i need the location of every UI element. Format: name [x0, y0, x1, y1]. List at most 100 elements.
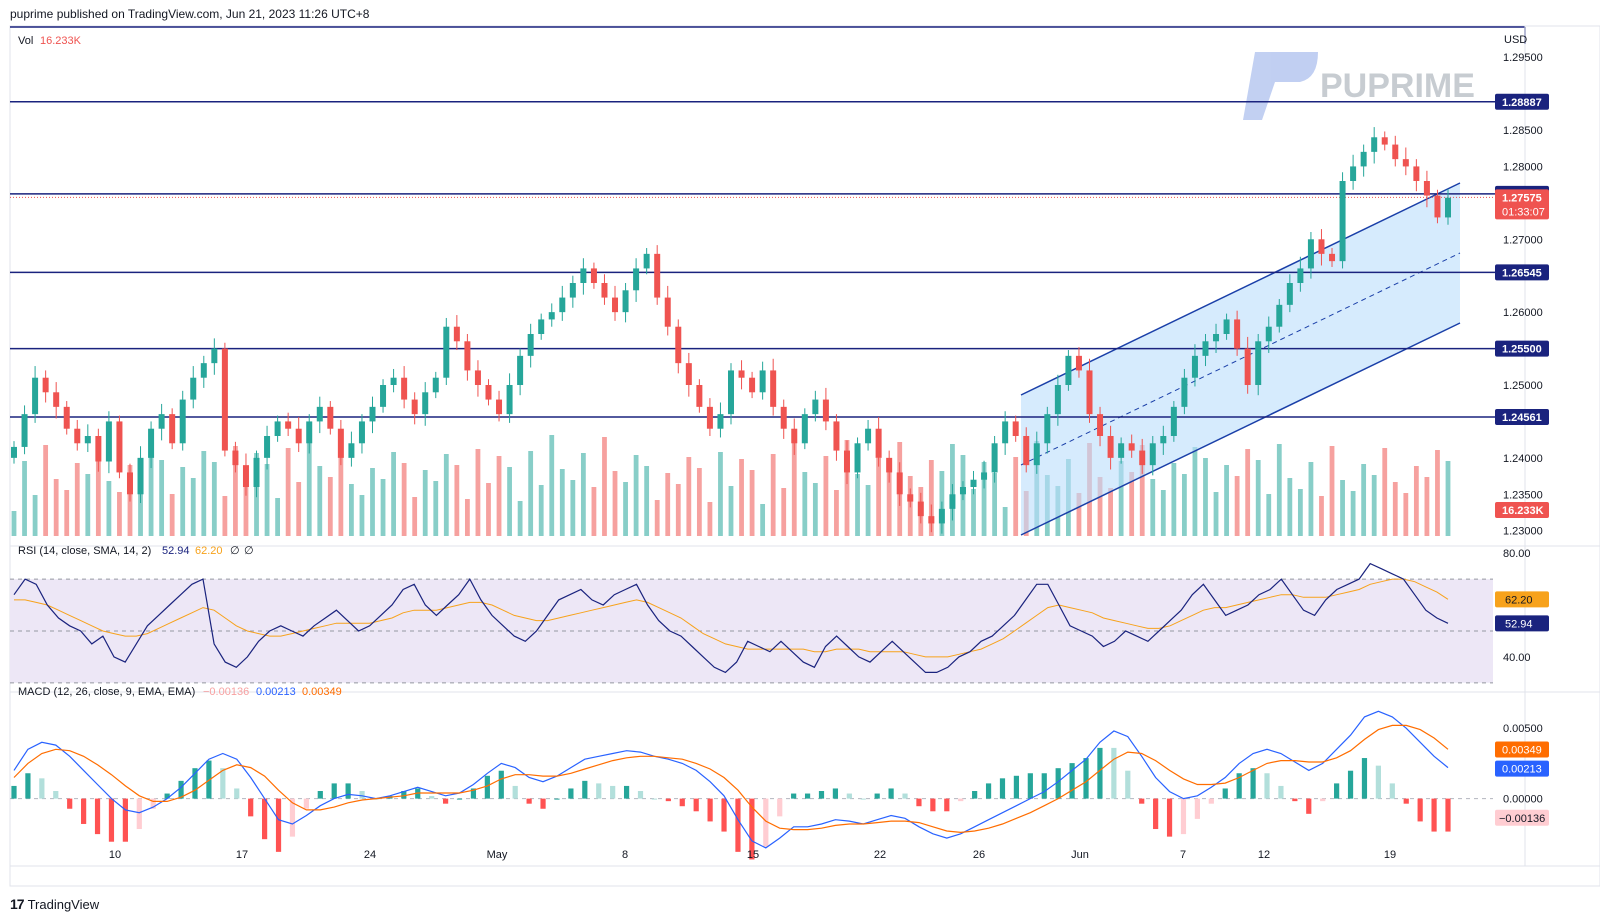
candle-body [11, 446, 17, 458]
candle-body [485, 385, 492, 400]
time-tick-label: May [487, 849, 508, 861]
volume-bar [1097, 477, 1103, 536]
macd-histogram-bar [359, 791, 365, 799]
volume-bar [675, 484, 681, 536]
macd-histogram-bar [1334, 783, 1340, 799]
volume-bar [1361, 464, 1367, 536]
macd-histogram-bar [1264, 773, 1270, 799]
level-price-label: 1.25500 [1502, 344, 1542, 356]
volume-bar [1297, 489, 1303, 536]
candle-body [1329, 253, 1336, 262]
candle-body [601, 283, 608, 298]
volume-bar [11, 511, 17, 536]
macd-histogram-bar [498, 770, 504, 799]
volume-bar [654, 500, 660, 536]
candle-body [221, 348, 228, 451]
candle-body [369, 406, 376, 422]
level-price-badge [1495, 264, 1549, 281]
candle-body [264, 436, 271, 458]
volume-bar [138, 476, 143, 536]
candle-body [981, 472, 988, 480]
volume-bar [53, 479, 59, 536]
macd-histogram-bar [1361, 758, 1368, 799]
candle-body [875, 428, 882, 458]
volume-bar [264, 464, 270, 536]
volume-bar [791, 438, 797, 536]
volume-bar [538, 485, 544, 536]
candle-body [559, 297, 566, 313]
macd-histogram-bar [94, 798, 101, 835]
macd-histogram-bar [1097, 747, 1103, 799]
rsi-ma-badge [1495, 591, 1549, 608]
macd-histogram-bar [303, 798, 309, 809]
candle-body [105, 421, 112, 462]
candle-body [116, 421, 123, 473]
price-tick-label: 1.29500 [1503, 52, 1543, 64]
volume-bar [623, 482, 628, 536]
candle-body [907, 494, 914, 502]
countdown-label: 01:33:07 [1502, 206, 1545, 218]
volume-bar [1213, 492, 1219, 536]
candle-body [738, 370, 745, 378]
volume-bar [1319, 496, 1324, 536]
macd-histogram-bar [67, 798, 73, 809]
macd-histogram-bar [11, 785, 17, 799]
candle-body [1413, 166, 1420, 181]
volume-bar [528, 451, 534, 536]
macd-histogram-bar [401, 791, 407, 799]
candle-body [685, 363, 692, 385]
rsi-tick-label: 40.00 [1503, 652, 1531, 664]
volume-bar [496, 456, 502, 536]
volume-bar [1108, 488, 1113, 536]
tradingview-footer[interactable]: 17 TradingView [10, 896, 99, 912]
candle-body [1033, 443, 1040, 466]
macd-histogram-bar [888, 788, 894, 799]
time-tick-label: 7 [1180, 849, 1186, 861]
candle-body [496, 399, 503, 415]
rsi-legend-value: 52.94 [162, 545, 190, 557]
candle-body [801, 414, 808, 444]
candle-body [1445, 197, 1451, 218]
macd-histogram-bar [623, 785, 630, 799]
volume-bar [1350, 491, 1356, 536]
candle-body [928, 516, 935, 524]
macd-histogram-bar [456, 798, 463, 800]
candle-body [938, 508, 945, 524]
volume-bar [32, 495, 38, 536]
macd-histogram-bar [53, 791, 59, 799]
macd-histogram-bar [1180, 798, 1187, 835]
price-tick-label: 1.23000 [1503, 526, 1543, 538]
macd-histogram-bar [818, 791, 825, 799]
macd-signal-legend-value: 0.00349 [302, 686, 342, 698]
volume-bar [106, 481, 112, 536]
vol-legend-value: 16.233K [40, 35, 82, 47]
candle-body [538, 319, 545, 334]
candle-body [822, 399, 829, 422]
candle-body [285, 421, 292, 429]
volume-bar [391, 452, 396, 536]
macd-histogram-bar [178, 780, 184, 799]
macd-histogram-bar [234, 788, 240, 799]
candle-body [422, 392, 429, 415]
candle-body [896, 472, 903, 495]
candle-body [569, 283, 576, 298]
macd-histogram-bar [596, 783, 602, 799]
macd-histogram-bar [25, 773, 31, 799]
volume-bar [370, 468, 375, 536]
macd-histogram-bar [1208, 798, 1214, 804]
candle-body [63, 406, 70, 429]
candle-body [316, 406, 323, 422]
macd-histogram-bar [108, 798, 115, 842]
level-price-label: 1.28887 [1502, 97, 1542, 109]
candle-body [169, 414, 176, 444]
macd-histogram-bar [874, 793, 880, 799]
rsi-legend: RSI (14, close, SMA, 14, 2) 52.94 62.20 … [18, 545, 254, 557]
candle-body [1286, 283, 1293, 305]
price-tick-label: 1.28500 [1503, 125, 1543, 137]
macd-histogram-bar [1027, 773, 1033, 799]
macd-histogram-bar [317, 791, 323, 799]
macd-histogram-bar [1375, 765, 1381, 799]
candle-body [306, 421, 313, 444]
rsi-tick-label: 80.00 [1503, 548, 1531, 560]
